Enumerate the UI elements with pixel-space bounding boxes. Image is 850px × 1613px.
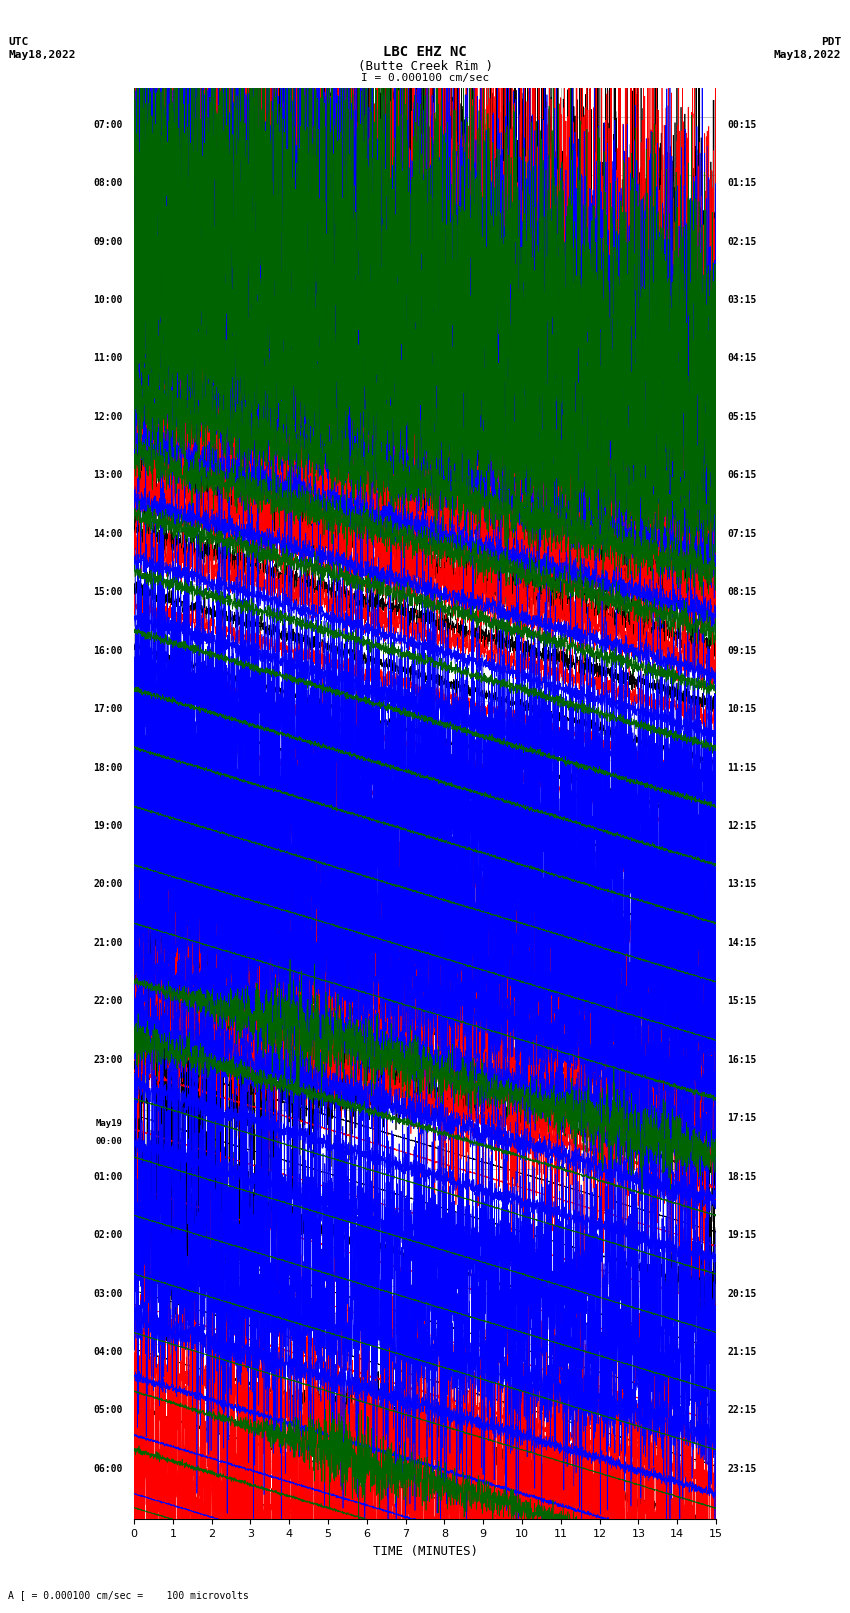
Text: 20:15: 20:15 — [728, 1289, 757, 1298]
Text: 21:00: 21:00 — [93, 937, 122, 948]
Text: May18,2022: May18,2022 — [774, 50, 842, 60]
Text: 10:00: 10:00 — [93, 295, 122, 305]
Text: 01:15: 01:15 — [728, 177, 757, 189]
Text: 00:15: 00:15 — [728, 119, 757, 129]
Text: 02:00: 02:00 — [93, 1231, 122, 1240]
Text: 13:00: 13:00 — [93, 471, 122, 481]
Text: 23:00: 23:00 — [93, 1055, 122, 1065]
Text: 15:15: 15:15 — [728, 997, 757, 1007]
Text: 04:00: 04:00 — [93, 1347, 122, 1357]
Text: 18:15: 18:15 — [728, 1171, 757, 1182]
Text: 22:00: 22:00 — [93, 997, 122, 1007]
Text: 00:00: 00:00 — [95, 1137, 122, 1145]
Text: UTC: UTC — [8, 37, 29, 47]
Text: 09:00: 09:00 — [93, 237, 122, 247]
Text: 16:00: 16:00 — [93, 645, 122, 656]
Text: 06:15: 06:15 — [728, 471, 757, 481]
Text: 01:00: 01:00 — [93, 1171, 122, 1182]
Text: 08:00: 08:00 — [93, 177, 122, 189]
Text: 06:00: 06:00 — [93, 1465, 122, 1474]
Text: 13:15: 13:15 — [728, 879, 757, 889]
Text: 22:15: 22:15 — [728, 1405, 757, 1416]
Text: PDT: PDT — [821, 37, 842, 47]
Text: A [ = 0.000100 cm/sec =    100 microvolts: A [ = 0.000100 cm/sec = 100 microvolts — [8, 1590, 249, 1600]
Text: 11:00: 11:00 — [93, 353, 122, 363]
Text: 03:00: 03:00 — [93, 1289, 122, 1298]
Text: 11:15: 11:15 — [728, 763, 757, 773]
Text: 19:15: 19:15 — [728, 1231, 757, 1240]
Text: May18,2022: May18,2022 — [8, 50, 76, 60]
Text: 09:15: 09:15 — [728, 645, 757, 656]
Text: 07:00: 07:00 — [93, 119, 122, 129]
Text: 21:15: 21:15 — [728, 1347, 757, 1357]
Text: 14:00: 14:00 — [93, 529, 122, 539]
Text: 10:15: 10:15 — [728, 705, 757, 715]
Text: May19: May19 — [95, 1119, 122, 1127]
Text: 04:15: 04:15 — [728, 353, 757, 363]
Text: 14:15: 14:15 — [728, 937, 757, 948]
Text: 08:15: 08:15 — [728, 587, 757, 597]
X-axis label: TIME (MINUTES): TIME (MINUTES) — [372, 1545, 478, 1558]
Text: 23:15: 23:15 — [728, 1465, 757, 1474]
Text: 17:00: 17:00 — [93, 705, 122, 715]
Text: 03:15: 03:15 — [728, 295, 757, 305]
Text: 19:00: 19:00 — [93, 821, 122, 831]
Text: 12:15: 12:15 — [728, 821, 757, 831]
Text: 05:15: 05:15 — [728, 411, 757, 423]
Text: 20:00: 20:00 — [93, 879, 122, 889]
Text: 15:00: 15:00 — [93, 587, 122, 597]
Text: I = 0.000100 cm/sec: I = 0.000100 cm/sec — [361, 73, 489, 82]
Text: 12:00: 12:00 — [93, 411, 122, 423]
Text: 02:15: 02:15 — [728, 237, 757, 247]
Text: 17:15: 17:15 — [728, 1113, 757, 1123]
Text: LBC EHZ NC: LBC EHZ NC — [383, 45, 467, 60]
Text: (Butte Creek Rim ): (Butte Creek Rim ) — [358, 60, 492, 73]
Text: 07:15: 07:15 — [728, 529, 757, 539]
Text: 18:00: 18:00 — [93, 763, 122, 773]
Text: 16:15: 16:15 — [728, 1055, 757, 1065]
Text: 05:00: 05:00 — [93, 1405, 122, 1416]
